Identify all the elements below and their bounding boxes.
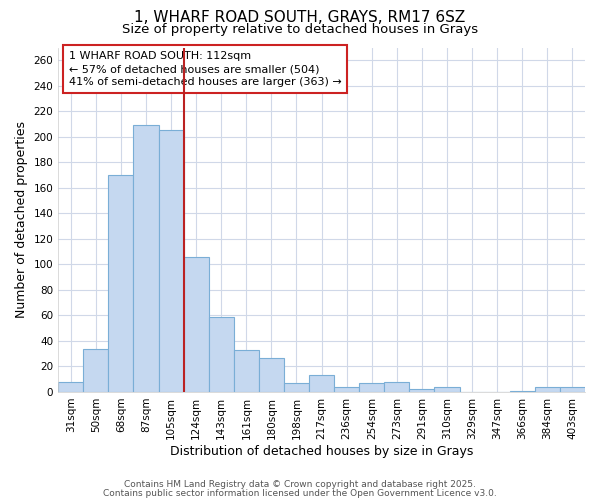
- Text: Contains HM Land Registry data © Crown copyright and database right 2025.: Contains HM Land Registry data © Crown c…: [124, 480, 476, 489]
- Bar: [334, 387, 359, 392]
- Bar: [309, 376, 334, 392]
- Bar: [259, 358, 284, 392]
- Bar: [184, 256, 209, 392]
- Text: 1, WHARF ROAD SOUTH, GRAYS, RM17 6SZ: 1, WHARF ROAD SOUTH, GRAYS, RM17 6SZ: [134, 10, 466, 25]
- Bar: [83, 348, 109, 392]
- Bar: [234, 350, 259, 392]
- Bar: [385, 382, 409, 392]
- Text: 1 WHARF ROAD SOUTH: 112sqm
← 57% of detached houses are smaller (504)
41% of sem: 1 WHARF ROAD SOUTH: 112sqm ← 57% of deta…: [69, 51, 341, 88]
- Bar: [359, 383, 385, 392]
- Bar: [209, 316, 234, 392]
- X-axis label: Distribution of detached houses by size in Grays: Distribution of detached houses by size …: [170, 444, 473, 458]
- Bar: [409, 390, 434, 392]
- Bar: [560, 387, 585, 392]
- Text: Contains public sector information licensed under the Open Government Licence v3: Contains public sector information licen…: [103, 489, 497, 498]
- Bar: [535, 387, 560, 392]
- Bar: [109, 175, 133, 392]
- Text: Size of property relative to detached houses in Grays: Size of property relative to detached ho…: [122, 22, 478, 36]
- Bar: [284, 383, 309, 392]
- Bar: [510, 390, 535, 392]
- Y-axis label: Number of detached properties: Number of detached properties: [15, 121, 28, 318]
- Bar: [434, 387, 460, 392]
- Bar: [158, 130, 184, 392]
- Bar: [58, 382, 83, 392]
- Bar: [133, 126, 158, 392]
